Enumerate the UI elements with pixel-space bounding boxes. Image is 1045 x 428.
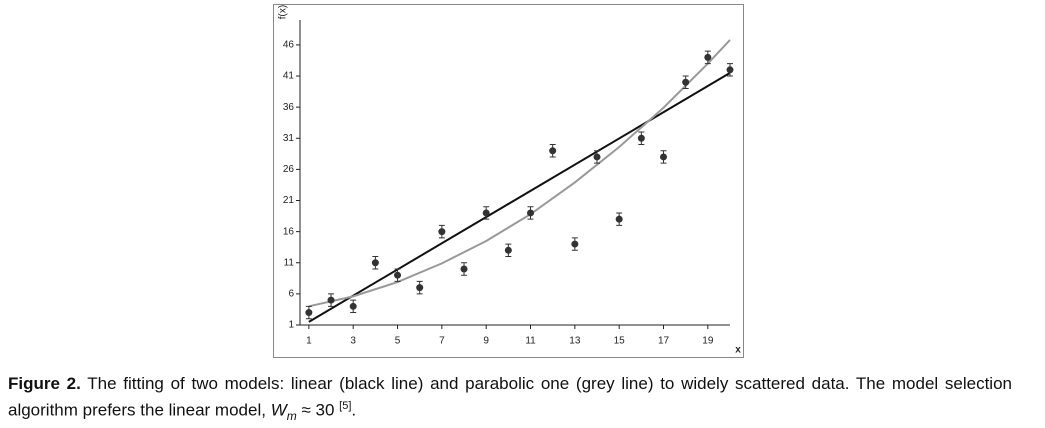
data-point: [549, 147, 557, 155]
y-tick-label: 11: [284, 257, 295, 268]
caption-reference: [5]: [339, 400, 352, 412]
y-tick-label: 46: [283, 40, 295, 51]
y-tick-label: 41: [283, 71, 295, 82]
fit-line: [308, 39, 731, 308]
y-tick-label: 16: [283, 226, 295, 237]
caption-subscript: m: [286, 409, 297, 424]
data-point: [527, 209, 535, 217]
caption-label: Figure 2.: [8, 374, 81, 393]
caption-relation: ≈ 30: [301, 400, 335, 420]
data-point: [726, 66, 734, 74]
x-tick-label: 7: [439, 336, 445, 347]
caption-text: The fitting of two models: linear (black…: [8, 374, 1012, 420]
data-point: [482, 209, 490, 217]
x-tick-label: 17: [658, 336, 670, 347]
data-point: [327, 296, 335, 304]
data-point: [682, 78, 690, 86]
x-tick-label: 15: [614, 336, 626, 347]
data-point: [615, 215, 623, 223]
plot-frame: [273, 4, 744, 358]
x-tick-label: 1: [306, 336, 312, 347]
y-tick-label: 31: [283, 133, 295, 144]
x-tick-label: 3: [350, 336, 356, 347]
data-point: [504, 246, 512, 254]
data-point: [571, 240, 579, 248]
data-point: [460, 265, 468, 273]
data-point: [593, 153, 601, 161]
data-point: [637, 134, 645, 142]
y-tick-label: 21: [283, 195, 295, 206]
x-tick-label: 11: [525, 336, 536, 347]
data-point: [371, 259, 379, 267]
x-tick-label: 19: [702, 336, 714, 347]
data-point: [416, 284, 424, 292]
caption-end: .: [351, 400, 357, 420]
y-tick-label: 26: [283, 164, 295, 175]
y-axis-label: f(x): [278, 5, 289, 19]
x-tick-label: 5: [395, 336, 401, 347]
data-point: [305, 309, 313, 317]
caption-symbol: W: [270, 400, 287, 420]
data-point: [349, 302, 357, 310]
data-point: [394, 271, 402, 279]
x-tick-label: 13: [569, 336, 581, 347]
y-tick-label: 6: [288, 289, 294, 300]
y-tick-label: 36: [283, 102, 295, 113]
x-axis-label: x: [735, 345, 741, 356]
data-point: [660, 153, 668, 161]
y-tick-label: 1: [288, 320, 294, 331]
caption: Figure 2. The fitting of two models: lin…: [8, 372, 1012, 428]
data-point: [438, 228, 446, 236]
fit-line: [308, 72, 731, 323]
x-tick-label: 9: [483, 336, 489, 347]
data-point: [704, 53, 712, 61]
